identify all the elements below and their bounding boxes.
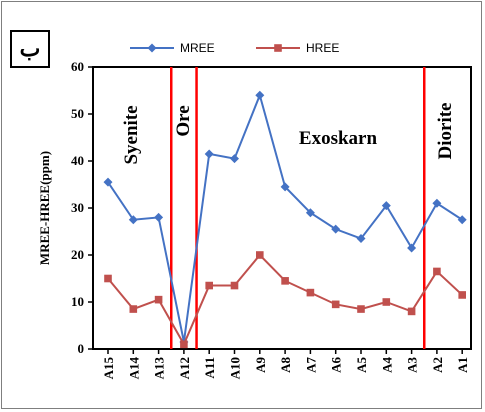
legend-marker-mree	[147, 43, 157, 53]
data-point-mree	[128, 215, 138, 225]
legend-label-hree: HREE	[306, 41, 339, 55]
data-point-hree	[331, 300, 340, 309]
data-point-mree	[103, 177, 113, 187]
x-tick-label: A13	[152, 357, 167, 380]
data-point-hree	[205, 281, 213, 290]
legend: MREE HREE	[130, 41, 339, 55]
x-tick-label: A11	[202, 357, 217, 379]
data-point-mree	[255, 90, 265, 100]
y-tick-label: 50	[71, 106, 84, 121]
data-point-hree	[104, 274, 112, 283]
data-point-mree	[204, 149, 214, 159]
y-tick-label: 30	[71, 200, 84, 215]
region-label-syenite: Syenite	[121, 105, 142, 164]
data-point-mree	[154, 212, 164, 222]
data-point-mree	[280, 182, 290, 192]
x-tick-label: A10	[228, 357, 243, 379]
data-point-mree	[356, 234, 366, 244]
x-tick-label: A3	[405, 357, 420, 373]
data-point-hree	[357, 305, 365, 313]
y-tick-label: 40	[71, 153, 84, 168]
data-point-mree	[381, 201, 391, 211]
data-point-mree	[432, 198, 442, 208]
x-tick-label: A8	[278, 357, 293, 373]
x-tick-label: A6	[329, 357, 344, 373]
data-point-hree	[458, 291, 466, 299]
x-tick-label: A14	[126, 357, 141, 380]
region-label-diorite: Diorite	[435, 103, 456, 160]
x-tick-label: A5	[354, 357, 369, 373]
data-point-hree	[129, 305, 138, 313]
y-tick-label: 10	[71, 294, 84, 309]
plot-area: 0 10 20 30 40 50 60 MREE-HREE(ppm) A15 A14 A13 A12 A…	[37, 59, 472, 380]
y-tick-label: 20	[71, 247, 84, 262]
x-tick-label: A12	[177, 357, 192, 379]
x-tick-label: A2	[430, 357, 445, 373]
y-tick-label: 60	[71, 59, 84, 74]
x-tick-label: A7	[303, 357, 318, 373]
data-point-mree	[331, 224, 341, 234]
data-point-mree	[230, 154, 239, 164]
data-point-hree	[433, 267, 441, 276]
data-point-hree	[382, 298, 391, 306]
data-point-hree	[306, 288, 315, 297]
region-label-ore: Ore	[173, 105, 194, 136]
data-point-mree	[305, 208, 315, 218]
region-label-exoskarn: Exoskarn	[299, 128, 378, 149]
x-tick-label: A15	[101, 357, 116, 380]
data-point-mree	[407, 243, 417, 253]
x-tick-label: A4	[379, 357, 394, 373]
legend-marker-hree	[274, 44, 282, 52]
data-point-mree	[457, 215, 467, 225]
data-point-hree	[230, 281, 239, 290]
data-point-hree	[180, 340, 188, 349]
y-axis-label: MREE-HREE(ppm)	[37, 151, 52, 265]
legend-label-mree: MREE	[180, 41, 215, 55]
panel-label: ب	[10, 30, 50, 68]
data-point-hree	[281, 277, 289, 285]
x-tick-label: A1	[455, 357, 470, 373]
data-point-hree	[154, 295, 163, 304]
y-tick-label: 0	[78, 341, 85, 356]
x-tick-label: A9	[253, 357, 268, 373]
data-point-hree	[256, 251, 264, 259]
data-point-hree	[407, 307, 416, 316]
